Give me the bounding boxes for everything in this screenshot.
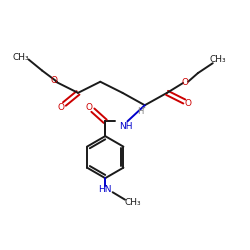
Text: NH: NH <box>119 122 132 131</box>
Text: CH₃: CH₃ <box>124 198 141 207</box>
Text: CH₃: CH₃ <box>210 56 226 64</box>
Text: O: O <box>86 103 93 112</box>
Text: H: H <box>137 107 143 116</box>
Text: CH₃: CH₃ <box>13 52 30 62</box>
Text: HN: HN <box>98 185 112 194</box>
Text: O: O <box>57 103 64 112</box>
Text: O: O <box>50 76 57 86</box>
Text: O: O <box>181 78 188 87</box>
Text: O: O <box>184 99 192 108</box>
